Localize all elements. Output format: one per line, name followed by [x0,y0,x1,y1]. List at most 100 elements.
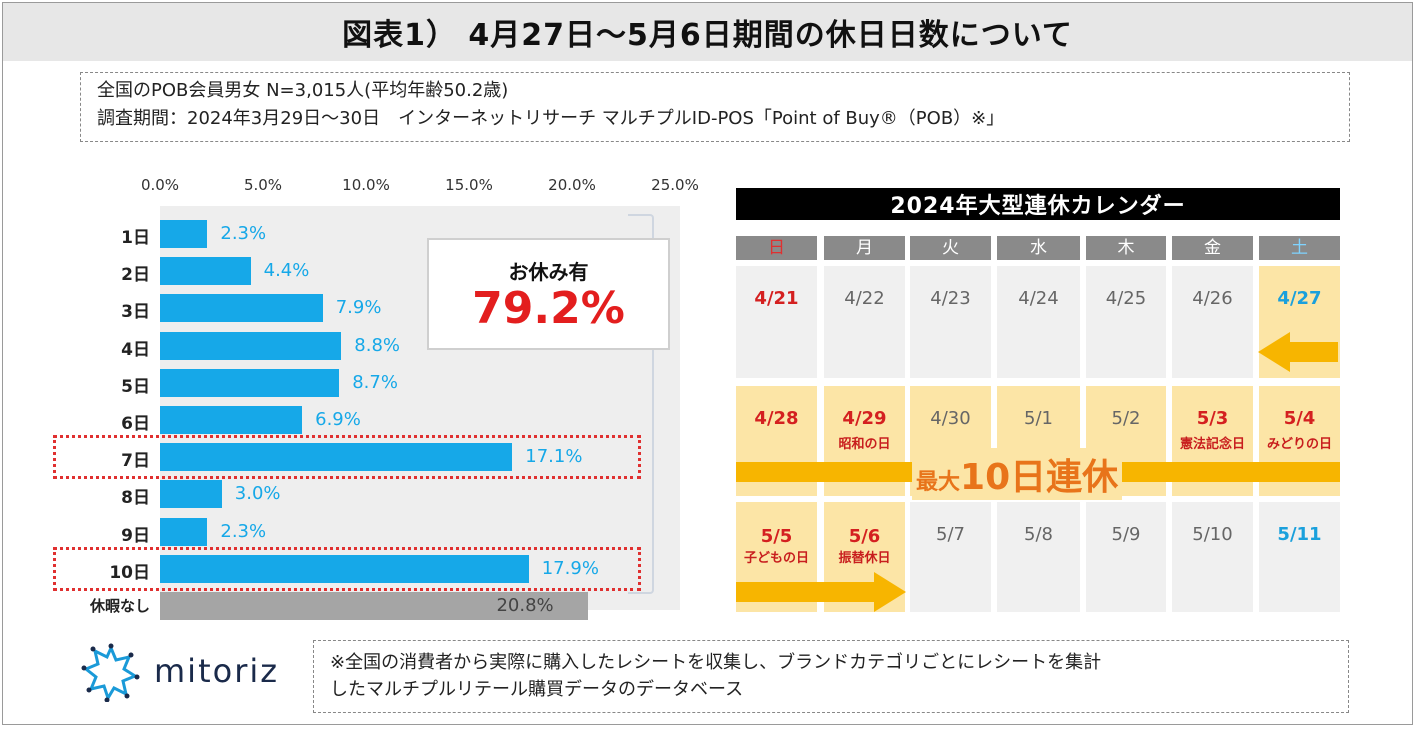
category-label: 8日 [121,488,150,509]
calendar-date: 5/2 [1111,408,1141,429]
calendar-date: 4/29 [842,408,887,429]
calendar-date: 4/30 [930,408,971,429]
value-label: 17.1% [525,446,583,468]
value-label: 17.9% [541,557,599,579]
weekday-label: 火 [942,238,959,258]
calendar-date: 5/6 [848,526,881,547]
holiday-bracket [628,214,654,594]
calendar-title: 2024年大型連休カレンダー [736,188,1340,220]
calendar-date: 4/23 [930,288,971,309]
figure-header: 図表1） 4月27日～5月6日期間の休日日数について [3,3,1412,61]
bar-4日 [160,331,342,360]
calendar-date: 4/27 [1277,288,1322,309]
holiday-name: 憲法記念日 [1179,437,1245,452]
figure-title: 図表1） 4月27日～5月6日期間の休日日数について [342,18,1073,53]
weekday-label: 土 [1291,238,1308,258]
weekday-header: 水 [997,236,1080,260]
callout-title: お休み有 [508,260,589,284]
calendar-date: 4/22 [844,288,885,309]
category-label: 3日 [121,302,150,323]
calendar-day: 4/24 [997,266,1080,378]
calendar-day: 4/23 [910,266,991,378]
calendar-date: 5/8 [1024,524,1053,545]
holiday-days-bar-chart: お休み有 79.2% 0.0% 5.0% 10.0% 15.0% 20.0% 25.0% 1… [0,170,720,620]
holiday-name: 子どもの日 [743,551,809,566]
calendar-day: 5/10 [1172,502,1253,612]
max-holiday-label: 最大10日連休 [912,448,1123,500]
footnote-box: ※全国の消費者から実際に購入したレシートを収集し、ブランドカテゴリごとにレシート… [313,640,1349,713]
weekday-header: 火 [910,236,991,260]
logo-text: mitoriz [154,652,280,690]
bar-5日 [160,368,340,397]
value-label: 2.3% [220,223,267,244]
value-label: 8.7% [352,371,398,393]
footnote-line-2: したマルチプルリテール購買データのデータベース [330,679,744,700]
calendar-date: 5/3 [1196,408,1229,429]
arrow-left-head-icon [1258,332,1290,372]
calendar-day: 5/8 [997,502,1080,612]
x-tick-label: 10.0% [342,176,390,194]
calendar-day: 4/21 [736,266,817,378]
bar-2日 [160,257,251,286]
highlight-box-7日 [53,435,641,480]
x-tick-label: 0.0% [140,176,180,194]
weekday-label: 木 [1117,238,1135,258]
calendar-date: 5/11 [1277,524,1322,545]
holiday-name: 昭和の日 [838,437,891,452]
value-label: 4.4% [263,260,310,282]
calendar-date: 4/21 [754,288,799,309]
calendar-date: 5/9 [1111,524,1141,545]
weekday-header: 金 [1172,236,1253,260]
bar-3日 [160,294,323,323]
weekday-header: 木 [1086,236,1166,260]
arrow-left-body [1290,342,1338,362]
category-label: 休暇なし [89,597,150,615]
holiday-name: 振替休日 [838,551,891,566]
category-label: 10日 [109,562,150,583]
weekday-header: 月 [824,236,905,260]
max-prefix: 最大 [916,470,961,495]
weekday-label: 日 [768,238,785,258]
survey-sample: 全国のPOB会員男女 N=3,015人(平均年齢50.2歳) [97,80,509,101]
category-label: 9日 [121,525,150,546]
callout-value: 79.2% [472,283,625,334]
calendar-date: 5/4 [1283,408,1316,429]
highlight-box-10日 [53,546,641,591]
value-label: 6.9% [315,409,361,430]
bar-6日 [160,406,303,434]
mitoriz-logo: mitoriz [80,640,279,702]
category-label: 2日 [121,265,150,286]
survey-period: 調査期間：2024年3月29日～30日 インターネットリサーチ マルチプルID-… [97,108,1005,129]
footnote-line-1: ※全国の消費者から実際に購入したレシートを収集し、ブランドカテゴリごとにレシート… [330,652,1102,673]
calendar-date: 4/24 [1018,288,1059,309]
weekday-header: 日 [736,236,817,260]
weekday-label: 金 [1204,238,1221,258]
mitoriz-logo-icon [81,643,140,702]
category-label: 6日 [121,414,150,434]
calendar-day: 5/7 [910,502,991,612]
bar-1日 [160,220,208,248]
calendar-date: 4/26 [1192,288,1233,309]
calendar-day: 4/22 [824,266,905,378]
x-tick-label: 25.0% [651,176,699,194]
arrow-right-body [736,582,876,602]
calendar-day: 5/9 [1086,502,1166,612]
bar-7日 [160,443,513,472]
survey-info-box: 全国のPOB会員男女 N=3,015人(平均年齢50.2歳) 調査期間：2024… [80,72,1350,142]
bar-9日 [160,517,208,546]
bar-8日 [160,480,222,509]
calendar-date: 4/25 [1105,288,1147,309]
weekday-header: 土 [1259,236,1340,260]
x-tick-label: 15.0% [445,176,493,194]
category-label: 5日 [121,376,150,397]
calendar-date: 4/28 [754,408,799,429]
category-label: 7日 [121,451,150,472]
value-label: 20.8% [496,595,554,616]
calendar-date: 5/10 [1192,524,1233,545]
weekday-label: 月 [856,238,873,258]
holiday-name: みどりの日 [1266,437,1332,452]
x-tick-label: 20.0% [548,176,596,194]
calendar-day: 4/25 [1086,266,1166,378]
category-label: 4日 [121,339,150,360]
